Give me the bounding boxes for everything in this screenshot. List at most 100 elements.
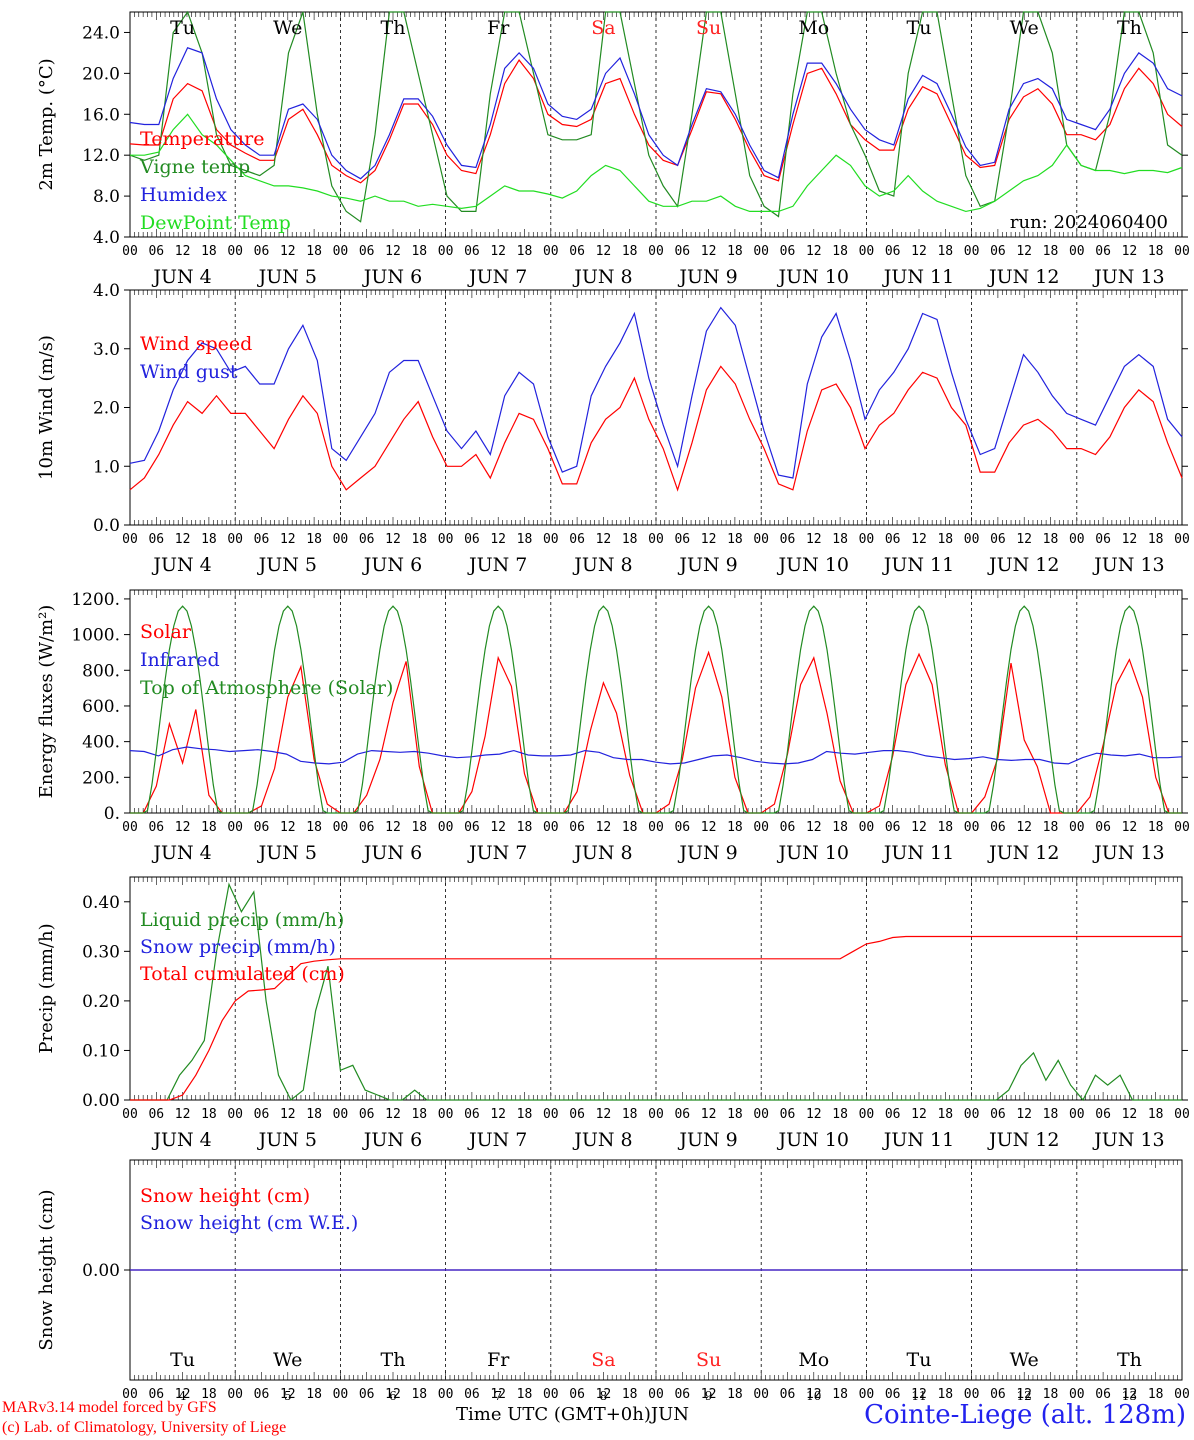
hour-tick-label: 00 (964, 532, 980, 547)
hour-tick-label: 18 (411, 244, 427, 259)
hour-tick-label: 06 (254, 244, 270, 259)
hour-tick-label: 18 (306, 1107, 322, 1122)
hour-tick-label: 12 (1016, 532, 1032, 547)
hour-tick-label: 12 (701, 820, 717, 835)
hour-tick-label: 00 (753, 1387, 769, 1402)
hour-tick-label: 12 (280, 244, 296, 259)
hour-tick-label: 06 (464, 244, 480, 259)
hour-tick-label: 12 (701, 532, 717, 547)
hour-tick-label: 00 (964, 244, 980, 259)
day-number: 5 (284, 1389, 292, 1403)
y-axis-label: 10m Wind (m/s) (36, 335, 57, 480)
weekday-label: Th (1117, 17, 1142, 39)
y-tick-label: 2.0 (93, 399, 120, 419)
y-tick-label: 0.00 (82, 1091, 120, 1111)
station-name: Cointe-Liege (alt. 128m) (864, 1400, 1186, 1430)
hour-tick-label: 12 (385, 532, 401, 547)
weekday-label: Fr (487, 17, 510, 39)
y-tick-label: 0.30 (82, 942, 120, 962)
hour-tick-label: 12 (596, 532, 612, 547)
hour-tick-label: 06 (148, 244, 164, 259)
hour-tick-label: 12 (1016, 244, 1032, 259)
hour-tick-label: 06 (780, 244, 796, 259)
hour-tick-label: 18 (622, 1107, 638, 1122)
hour-tick-label: 12 (385, 1107, 401, 1122)
hour-tick-label: 18 (1148, 1107, 1164, 1122)
weekday-label: Th (1117, 1349, 1142, 1371)
legend-entry: Infrared (140, 649, 220, 671)
hour-tick-label: 18 (411, 1107, 427, 1122)
day-label: JUN 12 (987, 554, 1059, 576)
hour-tick-label: 12 (911, 1107, 927, 1122)
hour-tick-label: 00 (859, 1107, 875, 1122)
hour-tick-label: 00 (333, 1387, 349, 1402)
day-number: 8 (600, 1389, 608, 1403)
y-axis-label: Precip (mm/h) (36, 923, 57, 1053)
hour-tick-label: 00 (859, 244, 875, 259)
hour-tick-label: 06 (674, 1387, 690, 1402)
hour-tick-label: 06 (674, 820, 690, 835)
day-label: JUN 4 (151, 842, 211, 864)
hour-tick-label: 18 (832, 1387, 848, 1402)
legend-entry: Snow precip (mm/h) (140, 936, 336, 958)
weekday-label: Tu (907, 1349, 932, 1371)
hour-tick-label: 00 (333, 532, 349, 547)
hour-tick-label: 00 (122, 820, 138, 835)
hour-tick-label: 12 (280, 532, 296, 547)
hour-tick-label: 06 (885, 820, 901, 835)
hour-tick-label: 06 (359, 1387, 375, 1402)
day-label: JUN 8 (572, 1129, 632, 1151)
y-tick-label: 4.0 (93, 228, 120, 248)
hour-tick-label: 00 (333, 820, 349, 835)
day-label: JUN 9 (677, 266, 737, 288)
hour-tick-label: 12 (701, 244, 717, 259)
y-tick-label: 0.40 (82, 893, 120, 913)
day-label: JUN 6 (362, 1129, 422, 1151)
hour-tick-label: 06 (254, 532, 270, 547)
day-label: JUN 9 (677, 554, 737, 576)
hour-tick-label: 00 (227, 820, 243, 835)
day-label: JUN 7 (467, 1129, 527, 1151)
day-label: JUN 8 (572, 266, 632, 288)
hour-tick-label: 00 (1069, 1107, 1085, 1122)
hour-tick-label: 18 (937, 1107, 953, 1122)
hour-tick-label: 00 (438, 244, 454, 259)
weekday-label: Sa (591, 17, 615, 39)
panel-3: 0. 200. 400. 600. 800. 1000. 1200. Energy fluxe… (36, 589, 1190, 864)
hour-tick-label: 00 (438, 820, 454, 835)
day-label: JUN 11 (882, 842, 954, 864)
x-axis-title-unit: JUN (650, 1404, 690, 1425)
hour-tick-label: 00 (1069, 1387, 1085, 1402)
hour-tick-label: 00 (122, 244, 138, 259)
day-label: JUN 6 (362, 266, 422, 288)
weekday-label: Th (381, 17, 406, 39)
hour-tick-label: 06 (359, 820, 375, 835)
series-line-dewpoint-temp (130, 113, 1183, 213)
run-label: run: 2024060400 (1010, 212, 1168, 233)
hour-tick-label: 06 (569, 1387, 585, 1402)
hour-tick-label: 18 (622, 532, 638, 547)
hour-tick-label: 12 (490, 532, 506, 547)
weekday-label: We (1010, 1349, 1039, 1371)
hour-tick-label: 06 (359, 532, 375, 547)
hour-tick-label: 06 (885, 1107, 901, 1122)
hour-tick-label: 18 (622, 244, 638, 259)
series-line-liquid-precip-mm-h- (130, 882, 1182, 1102)
series-line-infrared (129, 746, 1183, 765)
hour-tick-label: 00 (122, 1387, 138, 1402)
hour-tick-label: 00 (1174, 820, 1190, 835)
weekday-label: We (273, 17, 302, 39)
hour-tick-label: 18 (1043, 1387, 1059, 1402)
hour-tick-label: 12 (175, 244, 191, 259)
day-label: JUN 12 (987, 842, 1059, 864)
day-label: JUN 11 (882, 554, 954, 576)
hour-tick-label: 12 (596, 1107, 612, 1122)
day-label: JUN 12 (987, 1129, 1059, 1151)
hour-tick-label: 12 (911, 244, 927, 259)
day-number: 11 (911, 1389, 926, 1403)
hour-tick-label: 12 (806, 532, 822, 547)
hour-tick-label: 00 (1069, 244, 1085, 259)
hour-tick-label: 06 (464, 1107, 480, 1122)
day-label: JUN 7 (467, 554, 527, 576)
y-tick-label: 3.0 (93, 340, 120, 360)
